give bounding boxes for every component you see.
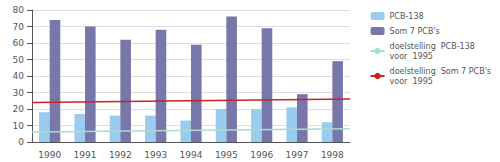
svg-text:1998: 1998	[321, 150, 344, 160]
svg-text:30: 30	[13, 88, 25, 98]
svg-text:PCB-138: PCB-138	[390, 12, 424, 21]
svg-text:1990: 1990	[38, 150, 61, 160]
svg-text:Som 7 PCB's: Som 7 PCB's	[390, 27, 440, 36]
svg-text:1996: 1996	[250, 150, 273, 160]
svg-text:1991: 1991	[74, 150, 97, 160]
svg-text:10: 10	[13, 121, 25, 131]
svg-text:voor 1995: voor 1995	[390, 77, 433, 86]
svg-text:voor 1995: voor 1995	[390, 52, 433, 61]
svg-text:1997: 1997	[286, 150, 309, 160]
svg-text:70: 70	[13, 22, 25, 32]
svg-text:60: 60	[13, 38, 25, 48]
svg-text:40: 40	[13, 71, 25, 81]
svg-text:1995: 1995	[215, 150, 238, 160]
svg-text:1992: 1992	[109, 150, 132, 160]
svg-text:20: 20	[13, 104, 25, 114]
svg-text:1994: 1994	[180, 150, 203, 160]
svg-text:0: 0	[18, 137, 24, 147]
svg-text:1993: 1993	[144, 150, 167, 160]
svg-text:doelstelling Som 7 PCB's: doelstelling Som 7 PCB's	[390, 67, 491, 76]
svg-text:doelstelling PCB-138: doelstelling PCB-138	[390, 42, 475, 51]
svg-text:50: 50	[13, 55, 25, 65]
svg-text:80: 80	[13, 5, 25, 15]
